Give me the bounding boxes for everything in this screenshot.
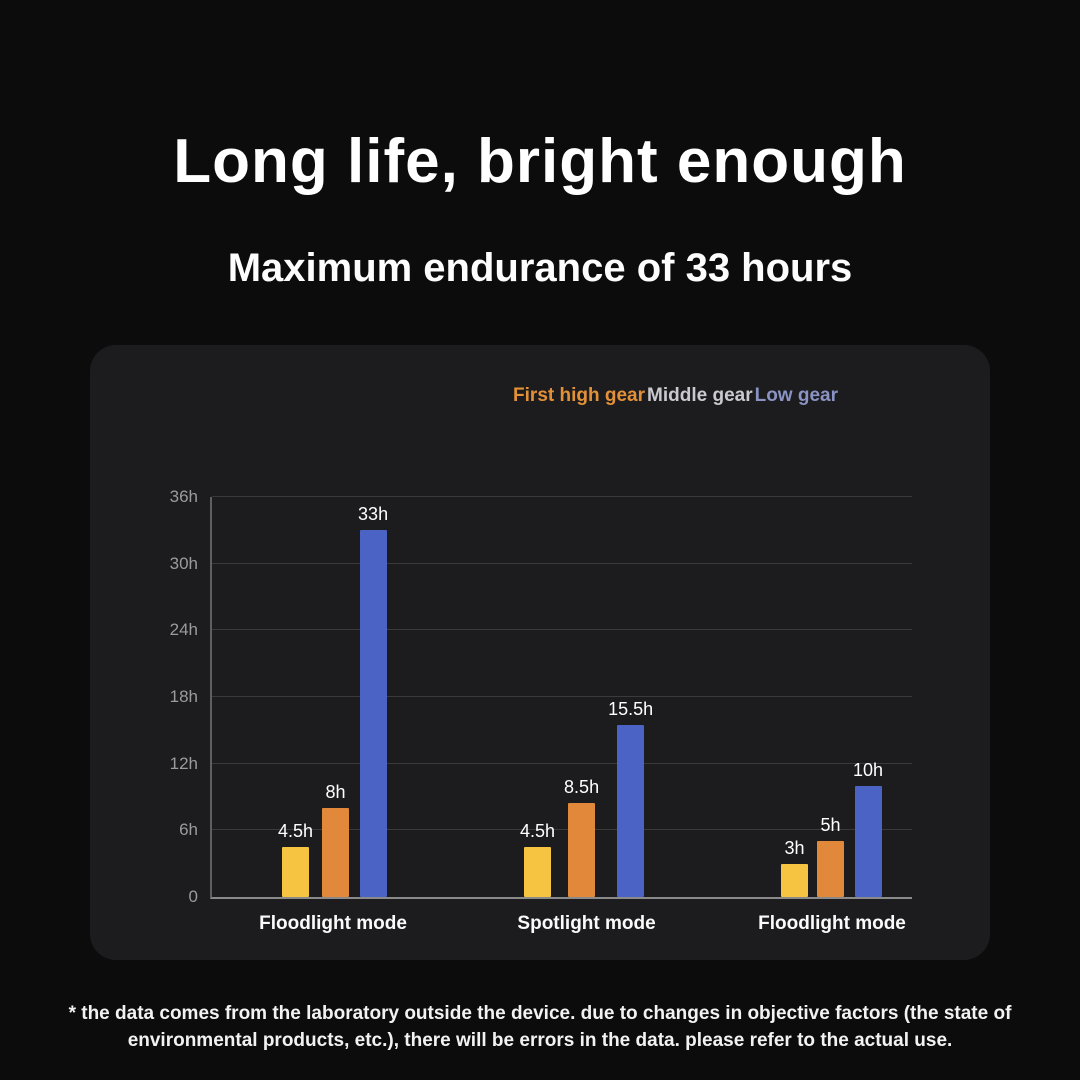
bar-wrap: 8.5h <box>564 777 599 897</box>
bar-value-label: 8h <box>325 782 346 803</box>
footnote-line-2: environmental products, etc.), there wil… <box>127 1030 953 1051</box>
bar <box>817 841 844 897</box>
bar <box>282 847 310 897</box>
bar-value-label: 8.5h <box>564 776 600 797</box>
bar <box>524 847 552 897</box>
chart-panel: First high gear Middle gear Low gear 0 6h 12… <box>90 345 990 960</box>
plot-area: 0 6h 12h 18h 24h 30h 36h 4.5h 8h 33h Floodlight mo… <box>170 487 912 934</box>
bar-wrap: 4.5h <box>278 821 313 897</box>
bar-value-label: 4.5h <box>520 821 556 841</box>
bar-group: 4.5h 8.5h 15.5h Spotlight mode <box>517 497 655 934</box>
y-axis-label: 0 <box>188 887 198 906</box>
bar-value-label: 10h <box>853 759 884 780</box>
bar-wrap: 10h <box>853 760 883 897</box>
y-axis-label: 36h <box>169 487 198 506</box>
bar <box>568 802 596 897</box>
bar-value-label: 4.5h <box>278 821 314 841</box>
bar-value-label: 3h <box>784 837 805 858</box>
category-label: Floodlight mode <box>259 913 407 934</box>
bar <box>359 530 387 897</box>
gridline <box>212 829 912 831</box>
y-axis-label: 18h <box>169 687 198 706</box>
bar-wrap: 3h <box>781 838 808 897</box>
page-subtitle: Maximum endurance of 33 hours <box>227 246 853 290</box>
y-axis-label: 12h <box>169 753 198 773</box>
bar <box>617 724 645 897</box>
bar <box>322 808 350 897</box>
bar-wrap: 33h <box>358 504 388 897</box>
category-label: Spotlight mode <box>517 913 656 934</box>
footnote-line-1: * the data comes from the laboratory out… <box>68 1003 1012 1024</box>
bar-wrap: 4.5h <box>520 821 555 897</box>
legend-item: Low gear <box>754 385 838 406</box>
legend-item: First high gear <box>513 385 646 406</box>
gridline <box>212 496 912 497</box>
bar-group: 4.5h 8h 33h Floodlight mode <box>259 497 407 934</box>
category-label: Floodlight mode <box>758 913 906 934</box>
bar-wrap: 5h <box>817 815 844 897</box>
bar-wrap: 15.5h <box>608 699 653 897</box>
gridline <box>212 762 912 764</box>
bar-wrap: 8h <box>322 782 350 897</box>
gridline <box>212 629 912 631</box>
bar-group: 3h 5h 10h Floodlight mode <box>758 497 906 934</box>
y-axis-label: 30h <box>169 553 198 573</box>
bar <box>781 863 808 897</box>
bar-value-label: 15.5h <box>608 698 654 719</box>
bar-value-label: 33h <box>358 504 389 525</box>
bar <box>854 785 882 897</box>
y-axis-label: 24h <box>169 620 198 640</box>
chart-legend: First high gear Middle gear Low gear <box>513 385 838 407</box>
bar-value-label: 5h <box>820 815 841 836</box>
y-axis-label: 6h <box>179 820 198 840</box>
gridline <box>212 562 912 564</box>
legend-item: Middle gear <box>647 385 753 406</box>
page-title: Long life, bright enough <box>173 127 907 196</box>
gridline <box>212 696 912 697</box>
